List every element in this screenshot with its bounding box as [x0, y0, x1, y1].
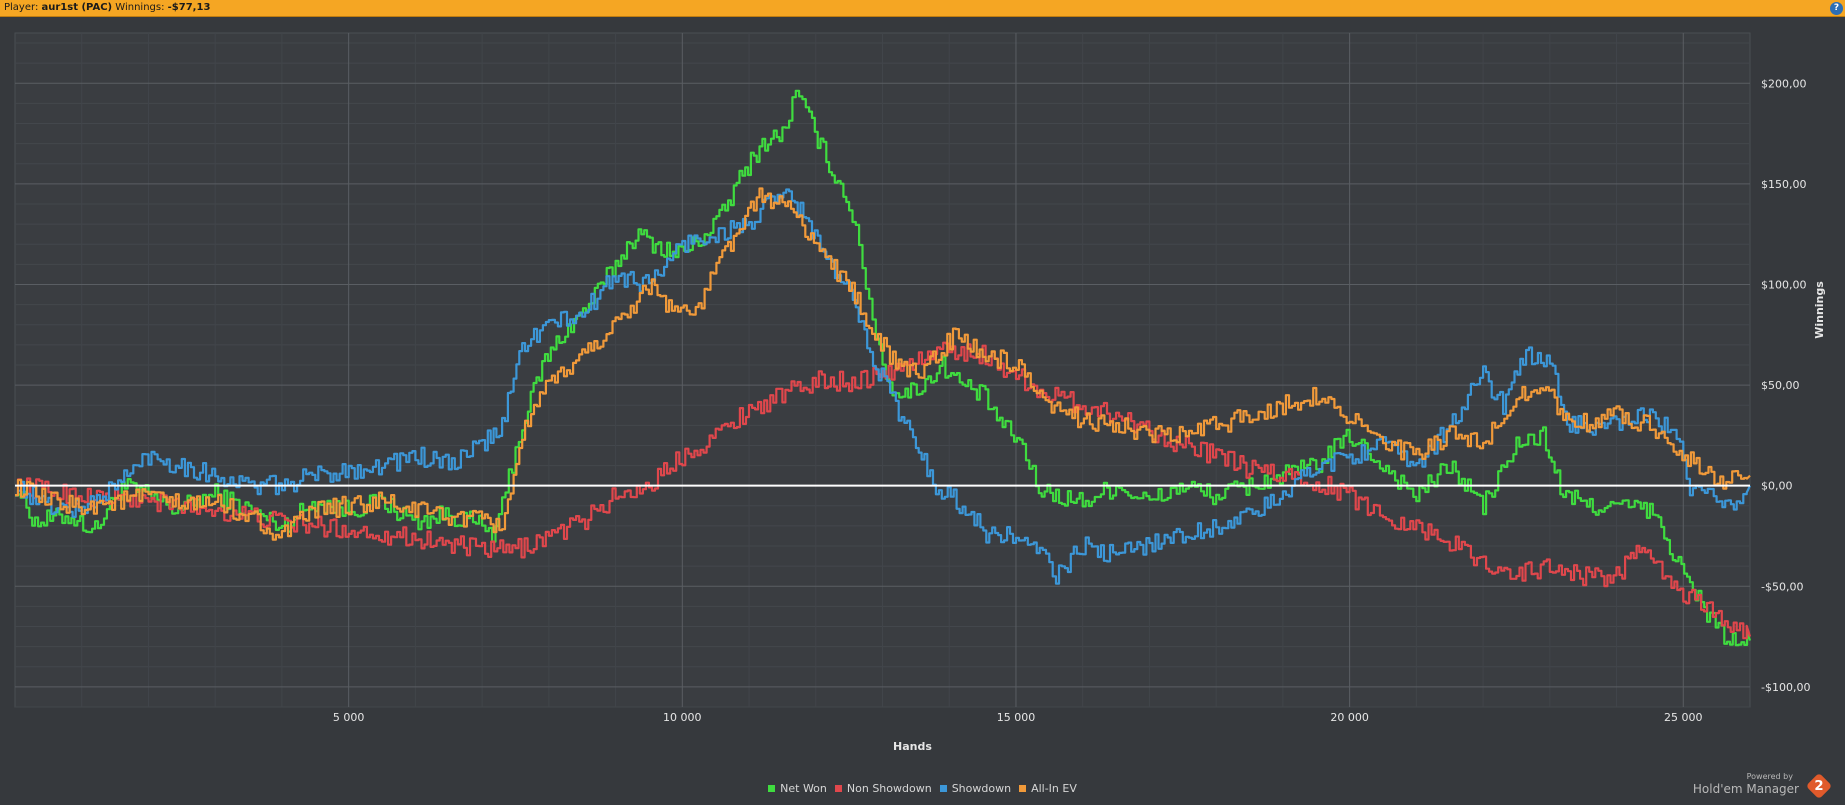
y-tick-label: -$50,00: [1761, 580, 1803, 593]
y-tick-label: $0,00: [1761, 480, 1793, 493]
x-tick-label: 15 000: [997, 711, 1036, 724]
y-tick-label: $200,00: [1761, 77, 1807, 90]
winnings-value: -$77,13: [167, 2, 211, 13]
winnings-chart: -$100,00 -$50,00 $0,00 $50,00 $100,00 $150,00…: [14, 32, 1826, 753]
logo-text: 2: [1814, 778, 1824, 794]
legend-label: Net Won: [780, 782, 827, 795]
y-tick-label: $150,00: [1761, 178, 1807, 191]
series-line-all-in-ev: [15, 187, 1751, 541]
legend-label: Non Showdown: [846, 782, 932, 795]
legend-item[interactable]: Non Showdown: [834, 782, 932, 795]
x-tick-label: 5 000: [333, 711, 365, 724]
legend-swatch-icon: [939, 784, 947, 792]
y-tick-label: $50,00: [1761, 379, 1800, 392]
x-axis-label: Hands: [893, 740, 932, 753]
player-summary: Player: aur1st (PAC) Winnings: -$77,13: [4, 0, 210, 16]
powered-by-text: Powered by: [1746, 772, 1793, 781]
hem2-logo-icon: 2: [1805, 772, 1833, 800]
player-label: Player:: [4, 2, 39, 13]
branding: Powered by Hold'em Manager 2: [1681, 772, 1833, 800]
x-tick-label: 10 000: [663, 711, 702, 724]
y-tick-label: $100,00: [1761, 278, 1807, 291]
product-name: Hold'em Manager: [1692, 782, 1799, 796]
legend-item[interactable]: All-In EV: [1019, 782, 1077, 795]
y-axis-label: Winnings: [1813, 281, 1826, 339]
legend-swatch-icon: [768, 784, 776, 792]
y-tick-label: -$100,00: [1761, 681, 1810, 694]
chart-legend: Net Won Non Showdown Showdown All-In EV: [0, 782, 1845, 795]
legend-swatch-icon: [1019, 784, 1027, 792]
x-tick-label: 20 000: [1330, 711, 1369, 724]
series-line-showdown: [15, 188, 1751, 585]
question-icon[interactable]: ?: [1830, 2, 1843, 15]
legend-item[interactable]: Showdown: [939, 782, 1012, 795]
legend-item[interactable]: Net Won: [768, 782, 827, 795]
player-header-bar: Player: aur1st (PAC) Winnings: -$77,13 ?: [0, 0, 1845, 17]
legend-label: All-In EV: [1031, 782, 1077, 795]
player-name: aur1st (PAC): [41, 2, 113, 13]
legend-swatch-icon: [834, 784, 842, 792]
x-tick-label: 25 000: [1664, 711, 1703, 724]
winnings-label: Winnings:: [115, 2, 165, 13]
legend-label: Showdown: [951, 782, 1012, 795]
